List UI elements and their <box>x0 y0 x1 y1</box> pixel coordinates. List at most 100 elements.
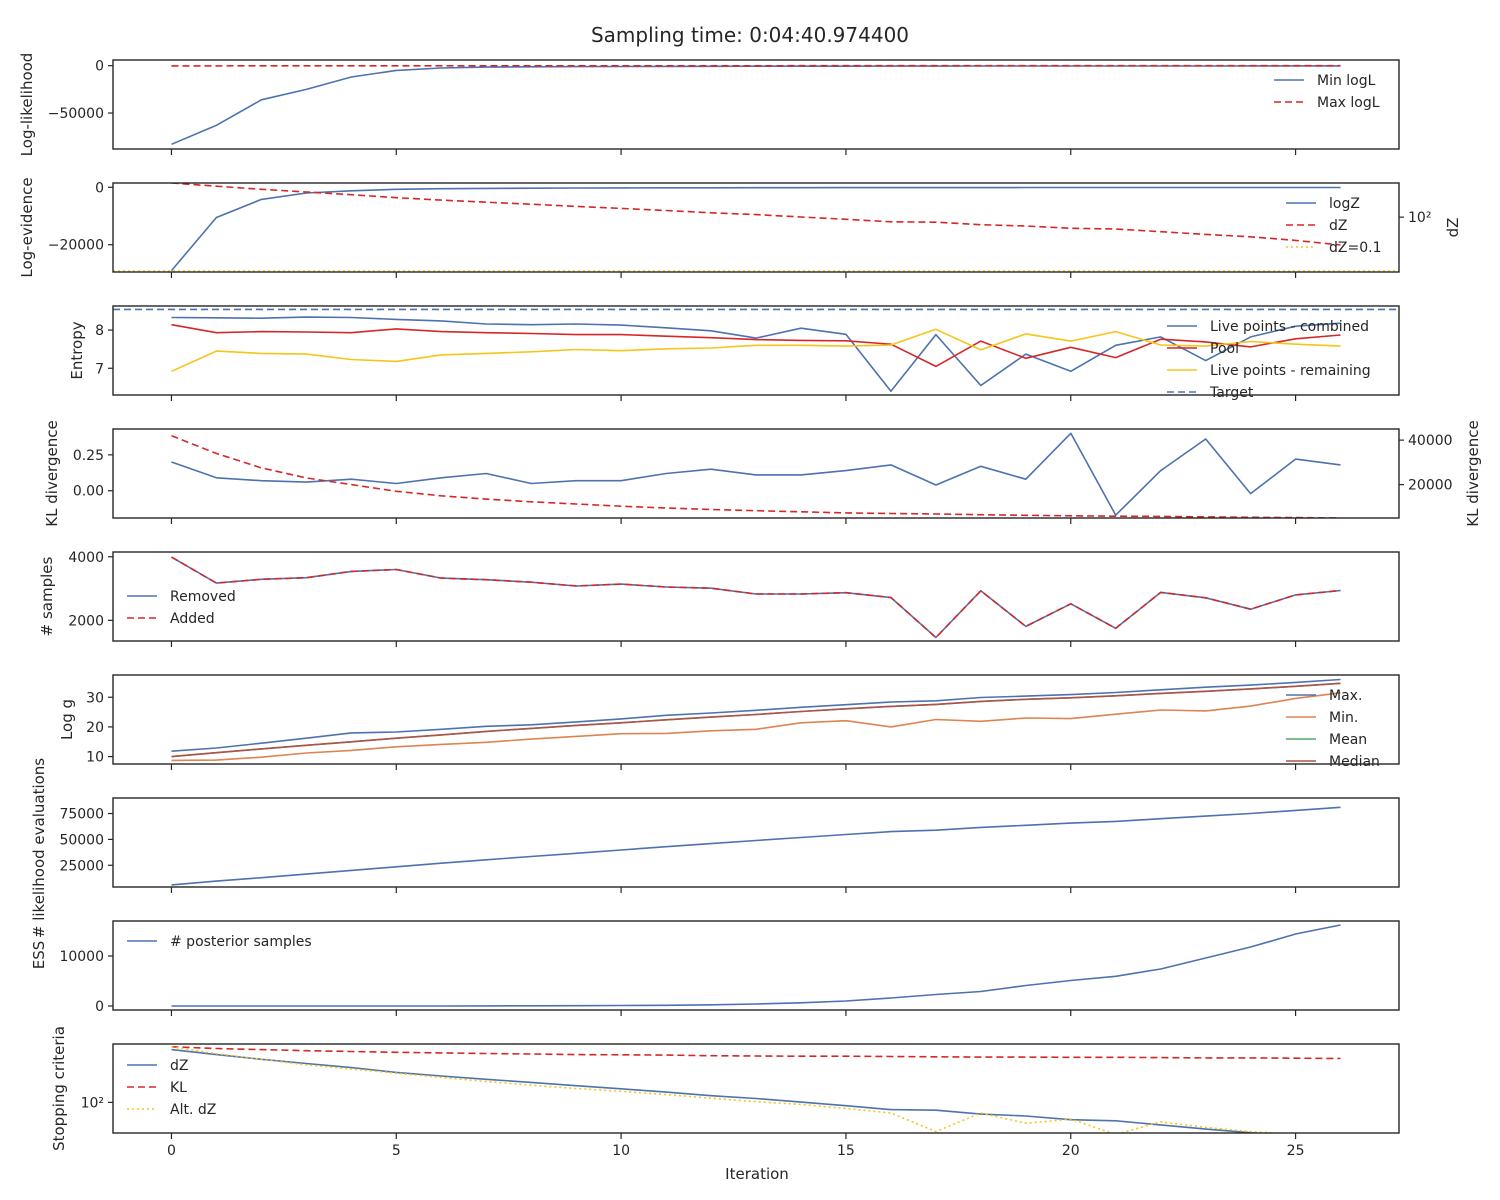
series-group <box>171 924 1341 1007</box>
y-tick-label: 25000 <box>59 858 104 874</box>
series-line-alt-dz <box>171 1046 1286 1133</box>
legend: Removed Added <box>127 589 236 627</box>
legend-label: dZ <box>170 1058 188 1074</box>
series-line-kl-left <box>171 432 1341 516</box>
y-tick-label: −50000 <box>48 106 104 122</box>
legend-label: Removed <box>170 589 236 605</box>
legend: dZ KL Alt. dZ <box>127 1058 216 1118</box>
panel-likeval: 75000 50000 25000 # likelihood evaluations <box>30 758 1400 938</box>
series-line-min- <box>171 692 1341 762</box>
y-tick-label: 30 <box>86 690 104 706</box>
series-line--posterior-samples <box>171 924 1341 1007</box>
x-tick-label: 10 <box>612 1143 630 1159</box>
y2-tick-label: 20000 <box>1408 478 1453 494</box>
legend-label: Live points - combined <box>1210 319 1369 335</box>
axes-frame <box>112 59 1400 150</box>
y-axis-label: # samples <box>38 556 56 636</box>
legend: # posterior samples <box>127 934 312 950</box>
axes-frame <box>112 920 1400 1011</box>
series-line-max- <box>171 678 1341 752</box>
legend-label: dZ <box>1329 218 1347 234</box>
y-tick-label: 4000 <box>68 550 104 566</box>
panel-logg: 30 20 10 Log g Max. Min. Mean Median <box>58 674 1400 770</box>
x-axis-label: Iteration <box>725 1165 789 1183</box>
y-tick-label: 2000 <box>68 613 104 629</box>
axes-frame <box>112 1043 1400 1134</box>
series-group <box>113 308 1399 393</box>
y-tick-label: 75000 <box>59 807 104 823</box>
series-line-dz <box>171 1048 1260 1133</box>
legend: Min logL Max logL <box>1274 73 1380 111</box>
series-line-kl-right <box>171 434 1341 518</box>
series-line-mean <box>171 682 1341 758</box>
legend-label: Target <box>1209 385 1254 401</box>
axes-frame <box>112 428 1400 519</box>
y-axis-label: # likelihood evaluations <box>30 758 48 938</box>
series-group <box>171 432 1341 518</box>
legend: Live points - combined Pool Live points - … <box>1167 319 1371 401</box>
legend-label: Min logL <box>1317 73 1376 89</box>
series-group <box>113 183 1399 272</box>
y-tick-label: 0 <box>95 59 104 75</box>
legend-label: dZ=0.1 <box>1329 240 1381 256</box>
panel-logevidence: 0 −20000 10² dZ Log-evidence logZ dZ dZ=0.1 <box>18 177 1462 278</box>
x-tick-label: 5 <box>392 1143 401 1159</box>
y-axis-label: Stopping criteria <box>50 1026 68 1151</box>
legend: logZ dZ dZ=0.1 <box>1286 196 1381 256</box>
y-tick-label: 10000 <box>59 949 104 965</box>
series-group <box>171 678 1341 762</box>
legend-label: Pool <box>1210 341 1239 357</box>
y2-tick-label: 10² <box>1408 210 1431 226</box>
y-tick-label: 0.25 <box>73 448 104 464</box>
legend-label: KL <box>170 1080 187 1096</box>
axes-frame <box>112 797 1400 888</box>
legend: Max. Min. Mean Median <box>1286 688 1380 770</box>
y-tick-label: −20000 <box>48 238 104 254</box>
series-line-min-logl <box>171 65 1341 146</box>
x-tick-label: 15 <box>837 1143 855 1159</box>
series-group <box>171 806 1341 886</box>
legend-label: Max logL <box>1317 95 1380 111</box>
panel-ess: 10000 0 ESS # posterior samples <box>30 920 1400 1016</box>
y-tick-label: 0 <box>95 999 104 1015</box>
series-line-kl <box>171 1046 1341 1060</box>
series-line-added <box>171 556 1341 639</box>
y-axis-label: Log g <box>58 699 76 740</box>
y-tick-label: 10² <box>81 1095 104 1111</box>
panels: 0 −50000 Log-likelihood Min logL Max logL 0 −2… <box>18 53 1482 1159</box>
y-axis-label: KL divergence <box>43 420 61 526</box>
legend-label: Median <box>1329 754 1380 770</box>
series-group <box>171 64 1341 146</box>
series-line-likelihood-evaluations <box>171 806 1341 886</box>
x-tick-label: 0 <box>167 1143 176 1159</box>
panel-kl: 0.25 0.00 40000 20000 KL divergence KL diverg… <box>43 420 1482 526</box>
series-line-removed <box>171 556 1341 639</box>
legend-label: Alt. dZ <box>170 1102 216 1118</box>
series-line-median <box>171 682 1341 758</box>
y-axis-label: Log-evidence <box>18 177 36 277</box>
series-line-pool <box>171 323 1341 368</box>
series-line-live-points-combined <box>171 316 1341 393</box>
legend-label: Added <box>170 611 215 627</box>
legend-label: Live points - remaining <box>1210 363 1371 379</box>
legend-label: logZ <box>1329 196 1360 212</box>
series-group <box>171 1046 1341 1133</box>
legend-label: # posterior samples <box>170 934 312 950</box>
y2-axis-label: dZ <box>1444 218 1462 238</box>
y-tick-label: 0.00 <box>73 484 104 500</box>
axes-frame <box>112 674 1400 765</box>
series-line-live-points-remaining <box>171 328 1341 373</box>
y-tick-label: 50000 <box>59 832 104 848</box>
axes-frame <box>112 305 1400 396</box>
x-tick-label: 25 <box>1287 1143 1305 1159</box>
y-tick-label: 10 <box>86 750 104 766</box>
series-line-dz <box>171 183 1341 246</box>
y-tick-label: 20 <box>86 720 104 736</box>
y-axis-label: Entropy <box>68 321 86 379</box>
axes-frame <box>112 182 1400 273</box>
series-group <box>171 556 1341 639</box>
legend-label: Min. <box>1329 710 1358 726</box>
figure-title: Sampling time: 0:04:40.974400 <box>591 23 909 47</box>
